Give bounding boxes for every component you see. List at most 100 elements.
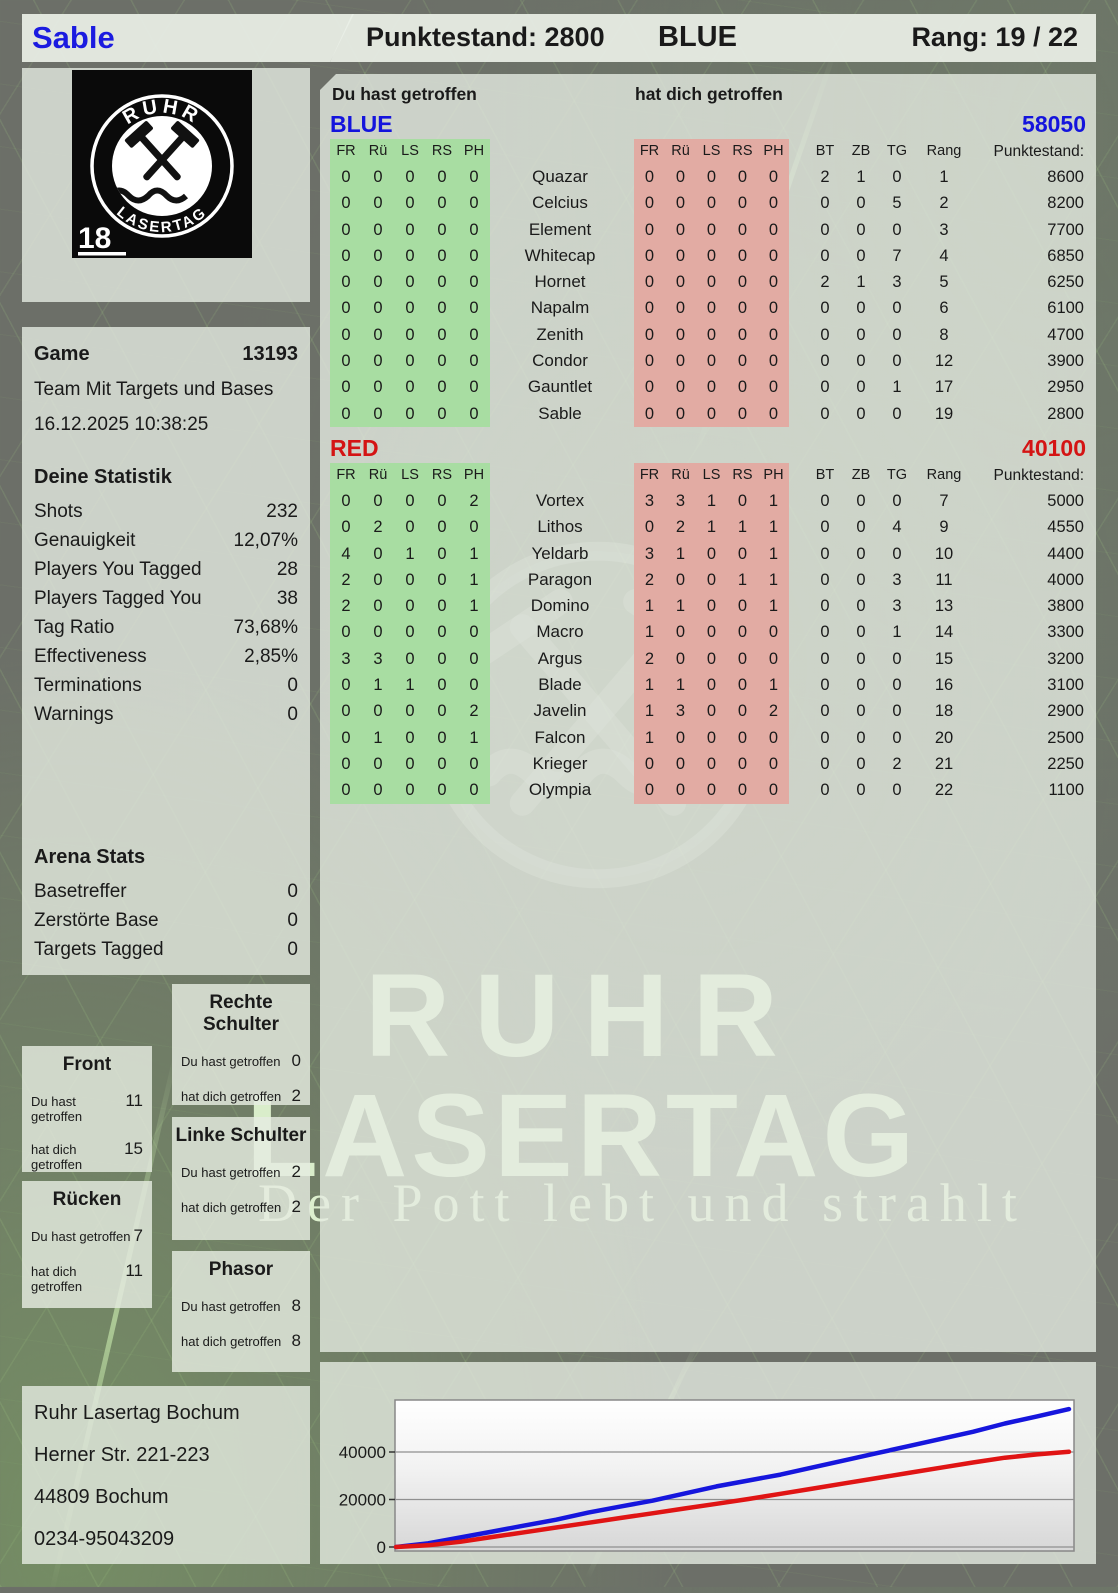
tg-cell: 1	[892, 378, 902, 397]
spacer	[789, 698, 807, 724]
player-name-cell: Napalm	[530, 298, 590, 318]
them-hit-cell: 1	[634, 698, 665, 725]
them-hit-cell: 0	[696, 645, 727, 673]
them-hit-cell: 3	[634, 487, 665, 515]
them-hit-cell: 0	[696, 374, 727, 401]
hitzone-them-value: 15	[124, 1139, 143, 1158]
col-header-you: LS	[394, 139, 426, 164]
you-hit-cell: 0	[426, 190, 458, 217]
you-hit-cell: 0	[330, 295, 362, 322]
them-hit-cell: 0	[696, 619, 727, 646]
them-hit-cell: 0	[665, 269, 696, 296]
game-label: Game	[34, 343, 90, 365]
player-name-cell: Element	[528, 219, 592, 239]
zb-cell: 0	[856, 325, 866, 344]
them-hit-cell: 0	[696, 216, 727, 243]
spacer	[789, 243, 807, 269]
you-hit-cell: 0	[426, 566, 458, 594]
you-hit-cell: 0	[394, 593, 426, 620]
them-hit-cell: 0	[665, 242, 696, 270]
them-hit-cell: 0	[758, 645, 789, 673]
chart-ytick-label: 40000	[339, 1443, 386, 1462]
team-total: 58050	[1022, 111, 1086, 137]
them-hit-cell: 0	[758, 400, 789, 427]
hitzone-ruecken: Rücken Du hast getroffen 7 hat dich getroff…	[22, 1181, 152, 1308]
them-hit-cell: 0	[665, 216, 696, 243]
you-hit-cell: 0	[330, 348, 362, 375]
them-hit-cell: 0	[665, 321, 696, 349]
you-hit-cell: 0	[426, 777, 458, 804]
them-hit-cell: 0	[727, 190, 758, 217]
player-name-cell: Whitecap	[524, 245, 596, 265]
team-name: BLUE	[330, 111, 393, 137]
them-hit-cell: 0	[758, 724, 789, 751]
them-hit-cell: 0	[665, 190, 696, 217]
you-hit-cell: 0	[394, 295, 426, 322]
stat-value: 232	[266, 500, 298, 522]
stat-label: Players You Tagged	[34, 558, 202, 580]
rank-cell: 13	[934, 597, 954, 616]
col-header-you: FR	[330, 139, 362, 164]
bt-cell: 0	[820, 404, 830, 423]
you-hit-cell: 0	[458, 750, 490, 778]
address-line: 0234-95043209	[34, 1528, 175, 1550]
you-hit-cell: 0	[362, 400, 394, 427]
you-hit-cell: 0	[362, 348, 394, 375]
hitzone-you-label: Du hast getroffen	[181, 1054, 281, 1069]
score-cell: 5000	[1047, 491, 1084, 510]
you-hit-cell: 0	[394, 164, 426, 191]
you-hit-cell: 1	[362, 672, 394, 699]
stat-label: Players Tagged You	[34, 587, 202, 609]
you-hit-cell: 0	[394, 777, 426, 804]
tg-cell: 0	[892, 404, 902, 423]
them-hit-cell: 0	[696, 164, 727, 191]
them-hit-cell: 1	[758, 540, 789, 567]
you-hit-cell: 0	[394, 374, 426, 401]
you-hit-cell: 2	[330, 566, 362, 594]
you-hit-cell: 0	[330, 269, 362, 296]
col-header-them: PH	[758, 139, 789, 164]
col-header-you: LS	[394, 462, 426, 488]
zb-cell: 0	[856, 597, 866, 616]
you-hit-cell: 0	[330, 190, 362, 217]
you-hit-cell: 0	[362, 216, 394, 243]
player-name-cell: Hornet	[534, 272, 586, 292]
col-header-you: Rü	[362, 462, 394, 488]
you-hit-cell: 0	[394, 698, 426, 725]
you-hit-cell: 0	[458, 374, 490, 401]
you-hit-cell: 3	[362, 645, 394, 673]
player-name-cell: Macro	[536, 622, 584, 642]
hitzone-them-row: hat dich getroffen 11	[22, 1261, 152, 1294]
chart-plot-area	[394, 1399, 1075, 1552]
col-header-them: FR	[634, 139, 665, 164]
them-hit-cell: 0	[696, 698, 727, 725]
them-hit-cell: 0	[727, 374, 758, 401]
tg-cell: 0	[892, 781, 902, 800]
them-hit-cell: 0	[758, 242, 789, 270]
col-header-zb: ZB	[851, 466, 871, 483]
you-hit-cell: 1	[362, 724, 394, 751]
you-hit-cell: 0	[330, 164, 362, 191]
col-header-you: FR	[330, 462, 362, 488]
col-header-you: Rü	[362, 139, 394, 164]
arena-stat-value: 0	[287, 880, 298, 902]
them-hit-cell: 2	[634, 566, 665, 594]
them-hit-cell: 0	[665, 619, 696, 646]
them-hit-cell: 0	[696, 566, 727, 594]
stat-row: Players Tagged You 38	[34, 584, 298, 613]
bt-cell: 0	[820, 299, 830, 318]
you-hit-cell: 0	[362, 321, 394, 349]
tg-cell: 0	[892, 220, 902, 239]
col-header-you: RS	[426, 462, 458, 488]
stat-value: 12,07%	[233, 529, 298, 551]
bt-cell: 0	[820, 491, 830, 510]
bt-cell: 0	[820, 728, 830, 747]
rank-cell: 1	[939, 168, 949, 186]
zb-cell: 0	[856, 246, 866, 265]
tg-cell: 4	[892, 518, 902, 537]
spacer	[490, 139, 630, 164]
you-hit-cell: 0	[362, 164, 394, 191]
bt-cell: 2	[820, 273, 830, 292]
them-hit-cell: 0	[665, 295, 696, 322]
hitzone-them-row: hat dich getroffen 8	[172, 1331, 310, 1351]
